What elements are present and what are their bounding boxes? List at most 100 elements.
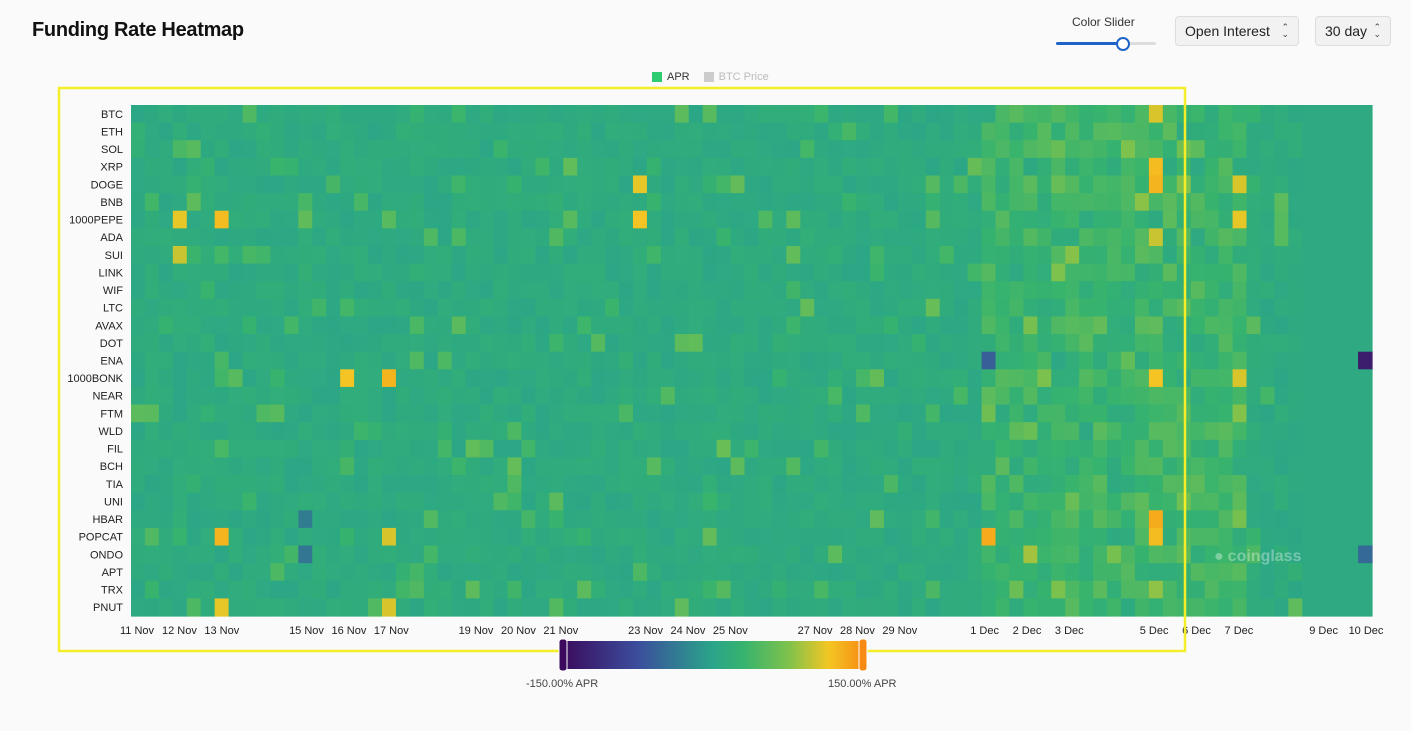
heatmap-cell[interactable] (786, 422, 801, 441)
heatmap-cell[interactable] (1274, 316, 1289, 335)
heatmap-cell[interactable] (1121, 351, 1136, 370)
heatmap-cell[interactable] (1232, 351, 1248, 370)
heatmap-cell[interactable] (577, 492, 592, 511)
heatmap-cell[interactable] (549, 281, 564, 300)
heatmap-cell[interactable] (1316, 527, 1331, 547)
heatmap-cell[interactable] (1162, 598, 1178, 617)
heatmap-cell[interactable] (1204, 510, 1220, 529)
heatmap-cell[interactable] (800, 210, 815, 229)
heatmap-cell[interactable] (479, 140, 495, 159)
heatmap-cell[interactable] (870, 263, 885, 282)
heatmap-cell[interactable] (605, 228, 620, 247)
heatmap-cell[interactable] (1302, 351, 1317, 370)
heatmap-cell[interactable] (842, 457, 857, 476)
heatmap-cell[interactable] (131, 527, 146, 547)
heatmap-cell[interactable] (883, 193, 899, 212)
heatmap-cell[interactable] (1148, 298, 1164, 318)
heatmap-cell[interactable] (354, 245, 369, 265)
heatmap-cell[interactable] (1302, 298, 1317, 318)
heatmap-cell[interactable] (1121, 334, 1136, 353)
heatmap-cell[interactable] (228, 369, 244, 388)
heatmap-cell[interactable] (619, 580, 634, 599)
heatmap-cell[interactable] (1358, 386, 1373, 406)
heatmap-cell[interactable] (744, 563, 760, 582)
heatmap-cell[interactable] (1260, 157, 1275, 177)
heatmap-cell[interactable] (995, 193, 1011, 212)
heatmap-cell[interactable] (242, 580, 258, 599)
heatmap-cell[interactable] (479, 157, 495, 177)
heatmap-cell[interactable] (256, 422, 272, 441)
heatmap-cell[interactable] (340, 298, 355, 318)
heatmap-cell[interactable] (981, 422, 997, 441)
heatmap-cell[interactable] (660, 122, 676, 141)
heatmap-cell[interactable] (214, 386, 230, 406)
heatmap-cell[interactable] (786, 334, 801, 353)
heatmap-cell[interactable] (995, 492, 1011, 511)
heatmap-cell[interactable] (605, 122, 620, 141)
heatmap-cell[interactable] (1134, 439, 1150, 459)
heatmap-cell[interactable] (521, 298, 536, 318)
heatmap-cell[interactable] (298, 175, 313, 194)
heatmap-cell[interactable] (242, 369, 258, 388)
heatmap-cell[interactable] (1051, 122, 1066, 141)
heatmap-cell[interactable] (1023, 527, 1038, 547)
heatmap-cell[interactable] (1023, 140, 1038, 159)
heatmap-cell[interactable] (1134, 386, 1150, 406)
heatmap-cell[interactable] (758, 580, 774, 599)
heatmap-cell[interactable] (1330, 598, 1345, 617)
heatmap-cell[interactable] (312, 228, 327, 247)
heatmap-cell[interactable] (814, 422, 829, 441)
heatmap-cell[interactable] (786, 386, 801, 406)
heatmap-cell[interactable] (256, 580, 272, 599)
heatmap-cell[interactable] (1302, 263, 1317, 282)
heatmap-cell[interactable] (814, 193, 829, 212)
heatmap-cell[interactable] (646, 316, 662, 335)
heatmap-cell[interactable] (744, 245, 760, 265)
heatmap-cell[interactable] (577, 563, 592, 582)
heatmap-cell[interactable] (772, 598, 787, 617)
heatmap-cell[interactable] (1190, 105, 1206, 124)
heatmap-cell[interactable] (591, 228, 606, 247)
heatmap-cell[interactable] (897, 193, 913, 212)
heatmap-cell[interactable] (730, 175, 746, 194)
heatmap-cell[interactable] (354, 598, 369, 617)
heatmap-cell[interactable] (1065, 298, 1080, 318)
heatmap-cell[interactable] (814, 105, 829, 124)
heatmap-cell[interactable] (591, 369, 606, 388)
heatmap-cell[interactable] (967, 140, 983, 159)
heatmap-cell[interactable] (270, 369, 285, 388)
heatmap-cell[interactable] (368, 386, 383, 406)
heatmap-cell[interactable] (465, 580, 481, 599)
heatmap-cell[interactable] (1162, 386, 1178, 406)
heatmap-cell[interactable] (1037, 175, 1052, 194)
heatmap-cell[interactable] (967, 157, 983, 177)
heatmap-cell[interactable] (786, 492, 801, 511)
heatmap-cell[interactable] (270, 334, 285, 353)
heatmap-cell[interactable] (354, 122, 369, 141)
heatmap-cell[interactable] (674, 245, 690, 265)
heatmap-cell[interactable] (1330, 228, 1345, 247)
heatmap-cell[interactable] (535, 492, 550, 511)
heatmap-cell[interactable] (144, 580, 160, 599)
heatmap-cell[interactable] (1009, 105, 1024, 124)
heatmap-cell[interactable] (800, 598, 815, 617)
heatmap-cell[interactable] (354, 404, 369, 423)
heatmap-cell[interactable] (702, 157, 718, 177)
heatmap-cell[interactable] (437, 598, 453, 617)
heatmap-cell[interactable] (479, 105, 495, 124)
heatmap-cell[interactable] (897, 351, 913, 370)
heatmap-cell[interactable] (228, 228, 244, 247)
heatmap-cell[interactable] (563, 351, 578, 370)
heatmap-cell[interactable] (660, 457, 676, 476)
heatmap-cell[interactable] (1274, 545, 1289, 564)
heatmap-cell[interactable] (298, 245, 313, 265)
heatmap-cell[interactable] (465, 475, 481, 494)
heatmap-cell[interactable] (409, 157, 425, 177)
heatmap-cell[interactable] (1288, 510, 1303, 529)
heatmap-cell[interactable] (270, 545, 285, 564)
heatmap-cell[interactable] (605, 193, 620, 212)
heatmap-cell[interactable] (632, 193, 648, 212)
heatmap-cell[interactable] (214, 105, 230, 124)
heatmap-cell[interactable] (298, 122, 313, 141)
heatmap-cell[interactable] (409, 527, 425, 547)
